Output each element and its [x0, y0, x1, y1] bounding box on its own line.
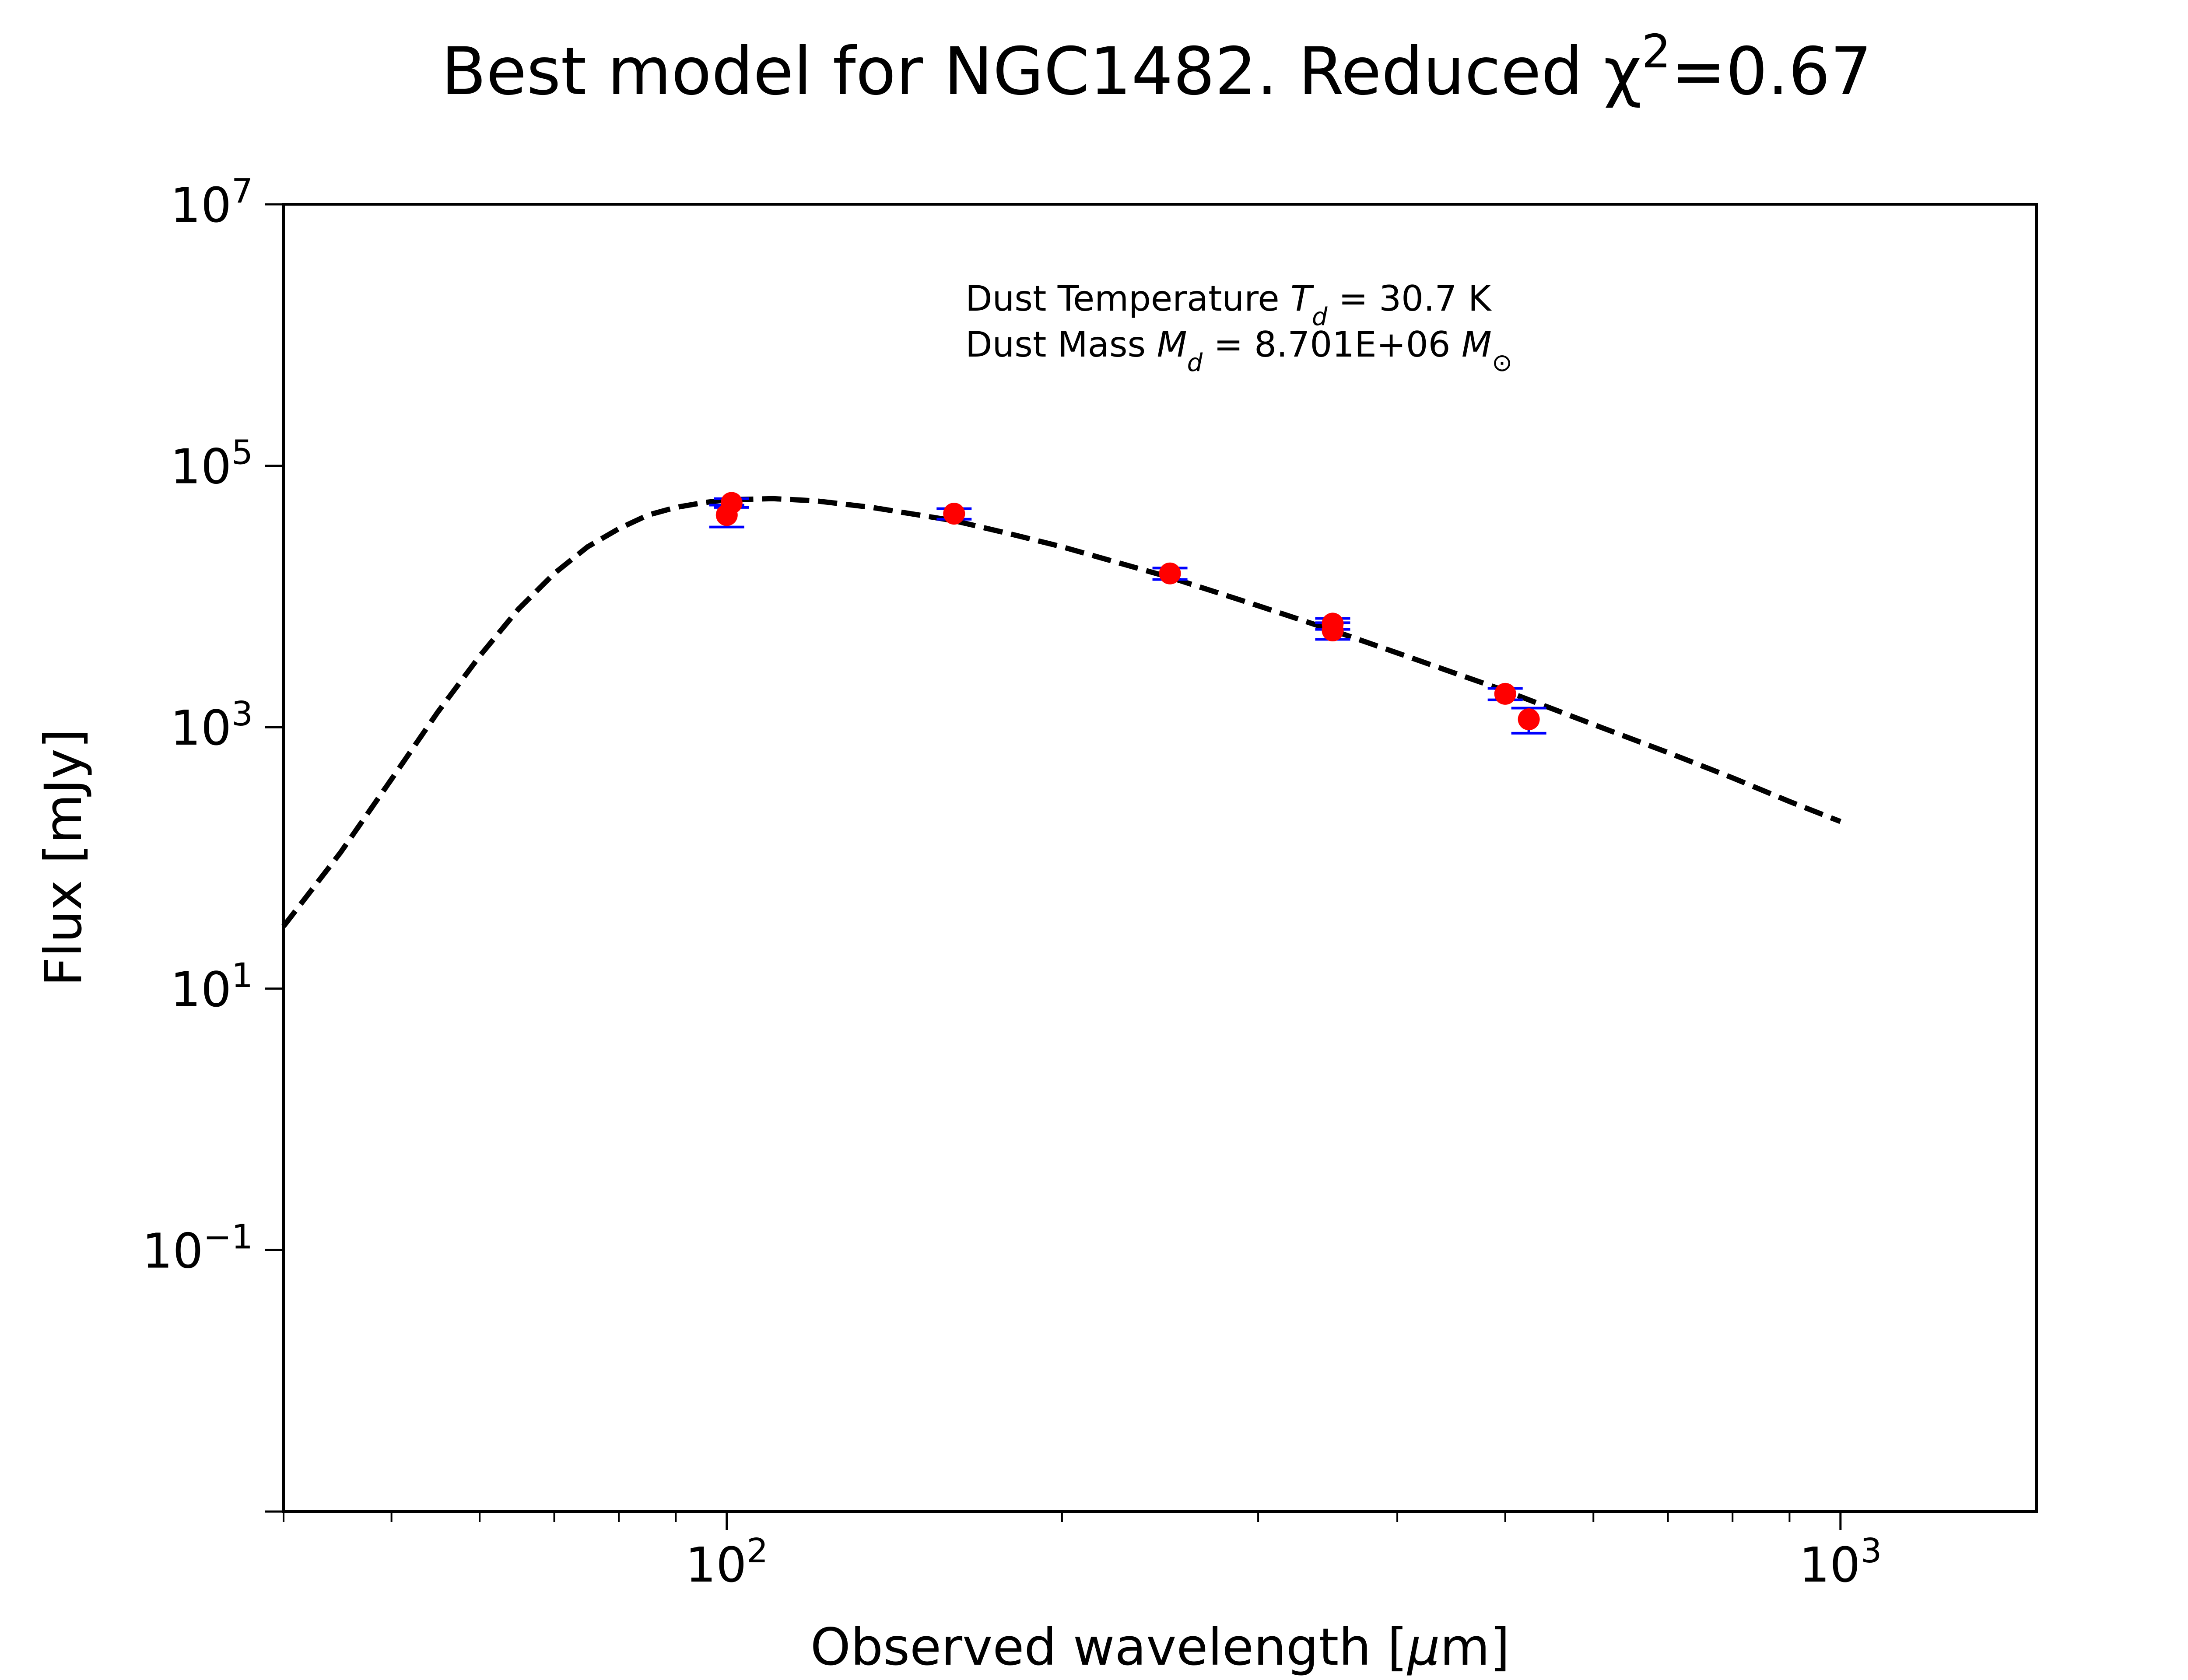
plot-frame [282, 203, 2038, 1513]
x-axis: 102 103 [283, 1512, 1882, 1593]
x-axis-label-post: m] [1440, 1617, 1510, 1677]
y-tick-label: 105 [170, 433, 253, 495]
mass-annotation: Dust Mass Md = 8.701E+06 M⊙ [965, 324, 1512, 377]
data-point [1322, 612, 1344, 635]
chart-title-tail: =0.67 [1671, 34, 1872, 110]
x-tick-label: 103 [1799, 1532, 1882, 1593]
mass-suffix: = 8.701E+06 [1203, 324, 1462, 365]
model-curve [281, 496, 1841, 928]
y-tick-label: 103 [170, 695, 253, 756]
temperature-subscript: d [1312, 303, 1328, 331]
x-tick-label: 102 [685, 1532, 768, 1593]
x-axis-label-mu: μ [1406, 1617, 1440, 1677]
data-point [720, 492, 743, 514]
mass-unit-subscript: ⊙ [1492, 349, 1512, 377]
y-tick-label: 10−1 [142, 1218, 253, 1279]
data-point [1518, 708, 1540, 731]
chart-title-sup: 2 [1641, 25, 1671, 78]
x-axis-label: Observed wavelength [μm] [810, 1617, 1510, 1677]
mass-symbol: M [1157, 324, 1187, 365]
y-axis: 10−1 101 103 105 107 [142, 172, 284, 1513]
temperature-annotation: Dust Temperature Td = 30.7 K [965, 278, 1492, 331]
y-tick-label: 107 [170, 172, 253, 234]
x-axis-label-pre: Observed wavelength [ [810, 1617, 1407, 1677]
y-axis-label: Flux [mJy] [33, 728, 93, 986]
data-point [1494, 682, 1516, 705]
data-point [1159, 562, 1181, 584]
temperature-prefix: Dust Temperature [965, 278, 1290, 319]
errorbar-group [709, 497, 1546, 735]
mass-prefix: Dust Mass [965, 324, 1157, 365]
data-point [943, 503, 965, 525]
observed-points-group [715, 492, 1540, 731]
temperature-suffix: = 30.7 K [1327, 278, 1492, 319]
temperature-symbol: T [1290, 278, 1315, 319]
mass-unit-symbol: M [1462, 324, 1492, 365]
chart-title: Best model for NGC1482. Reduced χ2=0.67 [441, 25, 1872, 110]
mass-subscript: d [1187, 349, 1203, 377]
model-curve-group [281, 496, 1841, 928]
y-tick-label: 101 [170, 956, 253, 1018]
chart-title-main: Best model for NGC1482. Reduced χ [441, 34, 1641, 110]
